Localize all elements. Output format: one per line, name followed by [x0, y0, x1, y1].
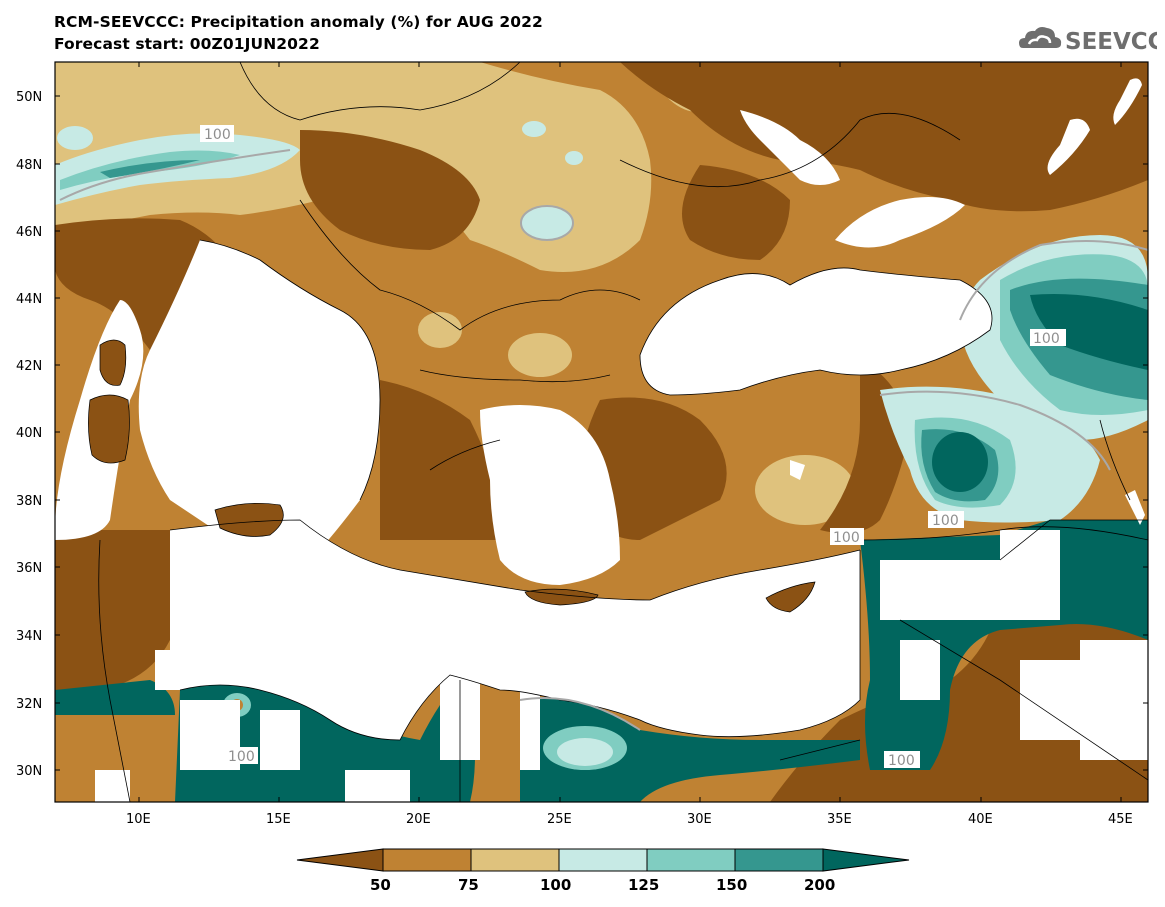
- lon-tick-label: 40E: [968, 812, 993, 827]
- colorbar-swatch-150-200: [734, 848, 824, 872]
- lon-tick-label: 30E: [687, 812, 712, 827]
- colorbar-swatch-above-200: [822, 848, 910, 872]
- lon-tick-label: 35E: [827, 812, 852, 827]
- contour-label: 100: [888, 753, 915, 769]
- lon-tick-label: 15E: [266, 812, 291, 827]
- lat-tick-label: 50N: [16, 90, 42, 105]
- cloud-icon: [1019, 27, 1062, 48]
- lat-tick-label: 38N: [16, 494, 42, 509]
- lon-tick-label: 25E: [547, 812, 572, 827]
- boundaries: [98, 61, 1149, 803]
- lat-tick-label: 48N: [16, 158, 42, 173]
- colorbar-tick-label: 125: [628, 876, 659, 894]
- colorbar-swatch-125-150: [646, 848, 736, 872]
- contour-lines: [59, 149, 1149, 731]
- latitude-axis: 50N 48N 46N 44N 42N 40N 38N 36N 34N 32N …: [16, 90, 1148, 779]
- contour-label: 100: [204, 127, 231, 143]
- islands: [88, 339, 816, 613]
- lon-tick-label: 20E: [406, 812, 431, 827]
- lon-tick-label: 10E: [126, 812, 151, 827]
- contour-label: 100: [228, 749, 255, 765]
- lat-tick-label: 32N: [16, 697, 42, 712]
- map-title: RCM-SEEVCCC: Precipitation anomaly (%) f…: [54, 13, 543, 31]
- lat-tick-label: 30N: [16, 764, 42, 779]
- contour-labels: 100 100 100 100 100 100: [200, 125, 1066, 769]
- colorbar-tick-label: 50: [370, 876, 391, 894]
- colorbar-tick-label: 200: [804, 876, 835, 894]
- lat-tick-label: 34N: [16, 629, 42, 644]
- colorbar: 50 75 100 125 150 200: [296, 848, 910, 894]
- lat-tick-label: 36N: [16, 561, 42, 576]
- colorbar-tick-label: 75: [458, 876, 479, 894]
- lat-tick-label: 40N: [16, 426, 42, 441]
- contour-label: 100: [932, 513, 959, 529]
- logo-text: SEEVCCC: [1065, 29, 1157, 55]
- colorbar-swatch-100-125: [558, 848, 648, 872]
- lon-tick-label: 45E: [1108, 812, 1133, 827]
- seevccc-logo: SEEVCCC: [1019, 27, 1157, 55]
- longitude-axis: 10E 15E 20E 25E 30E 35E 40E 45E: [126, 62, 1133, 827]
- colorbar-tick-label: 150: [716, 876, 747, 894]
- lat-tick-label: 42N: [16, 359, 42, 374]
- lat-tick-label: 46N: [16, 225, 42, 240]
- contour-label: 100: [1033, 331, 1060, 347]
- colorbar-swatch-75-100: [470, 848, 560, 872]
- forecast-start-label: Forecast start: 00Z01JUN2022: [54, 35, 320, 53]
- contour-label: 100: [833, 530, 860, 546]
- colorbar-swatch-50-75: [382, 848, 472, 872]
- colorbar-tick-label: 100: [540, 876, 571, 894]
- lat-tick-label: 44N: [16, 292, 42, 307]
- colorbar-swatch-below-50: [296, 848, 384, 872]
